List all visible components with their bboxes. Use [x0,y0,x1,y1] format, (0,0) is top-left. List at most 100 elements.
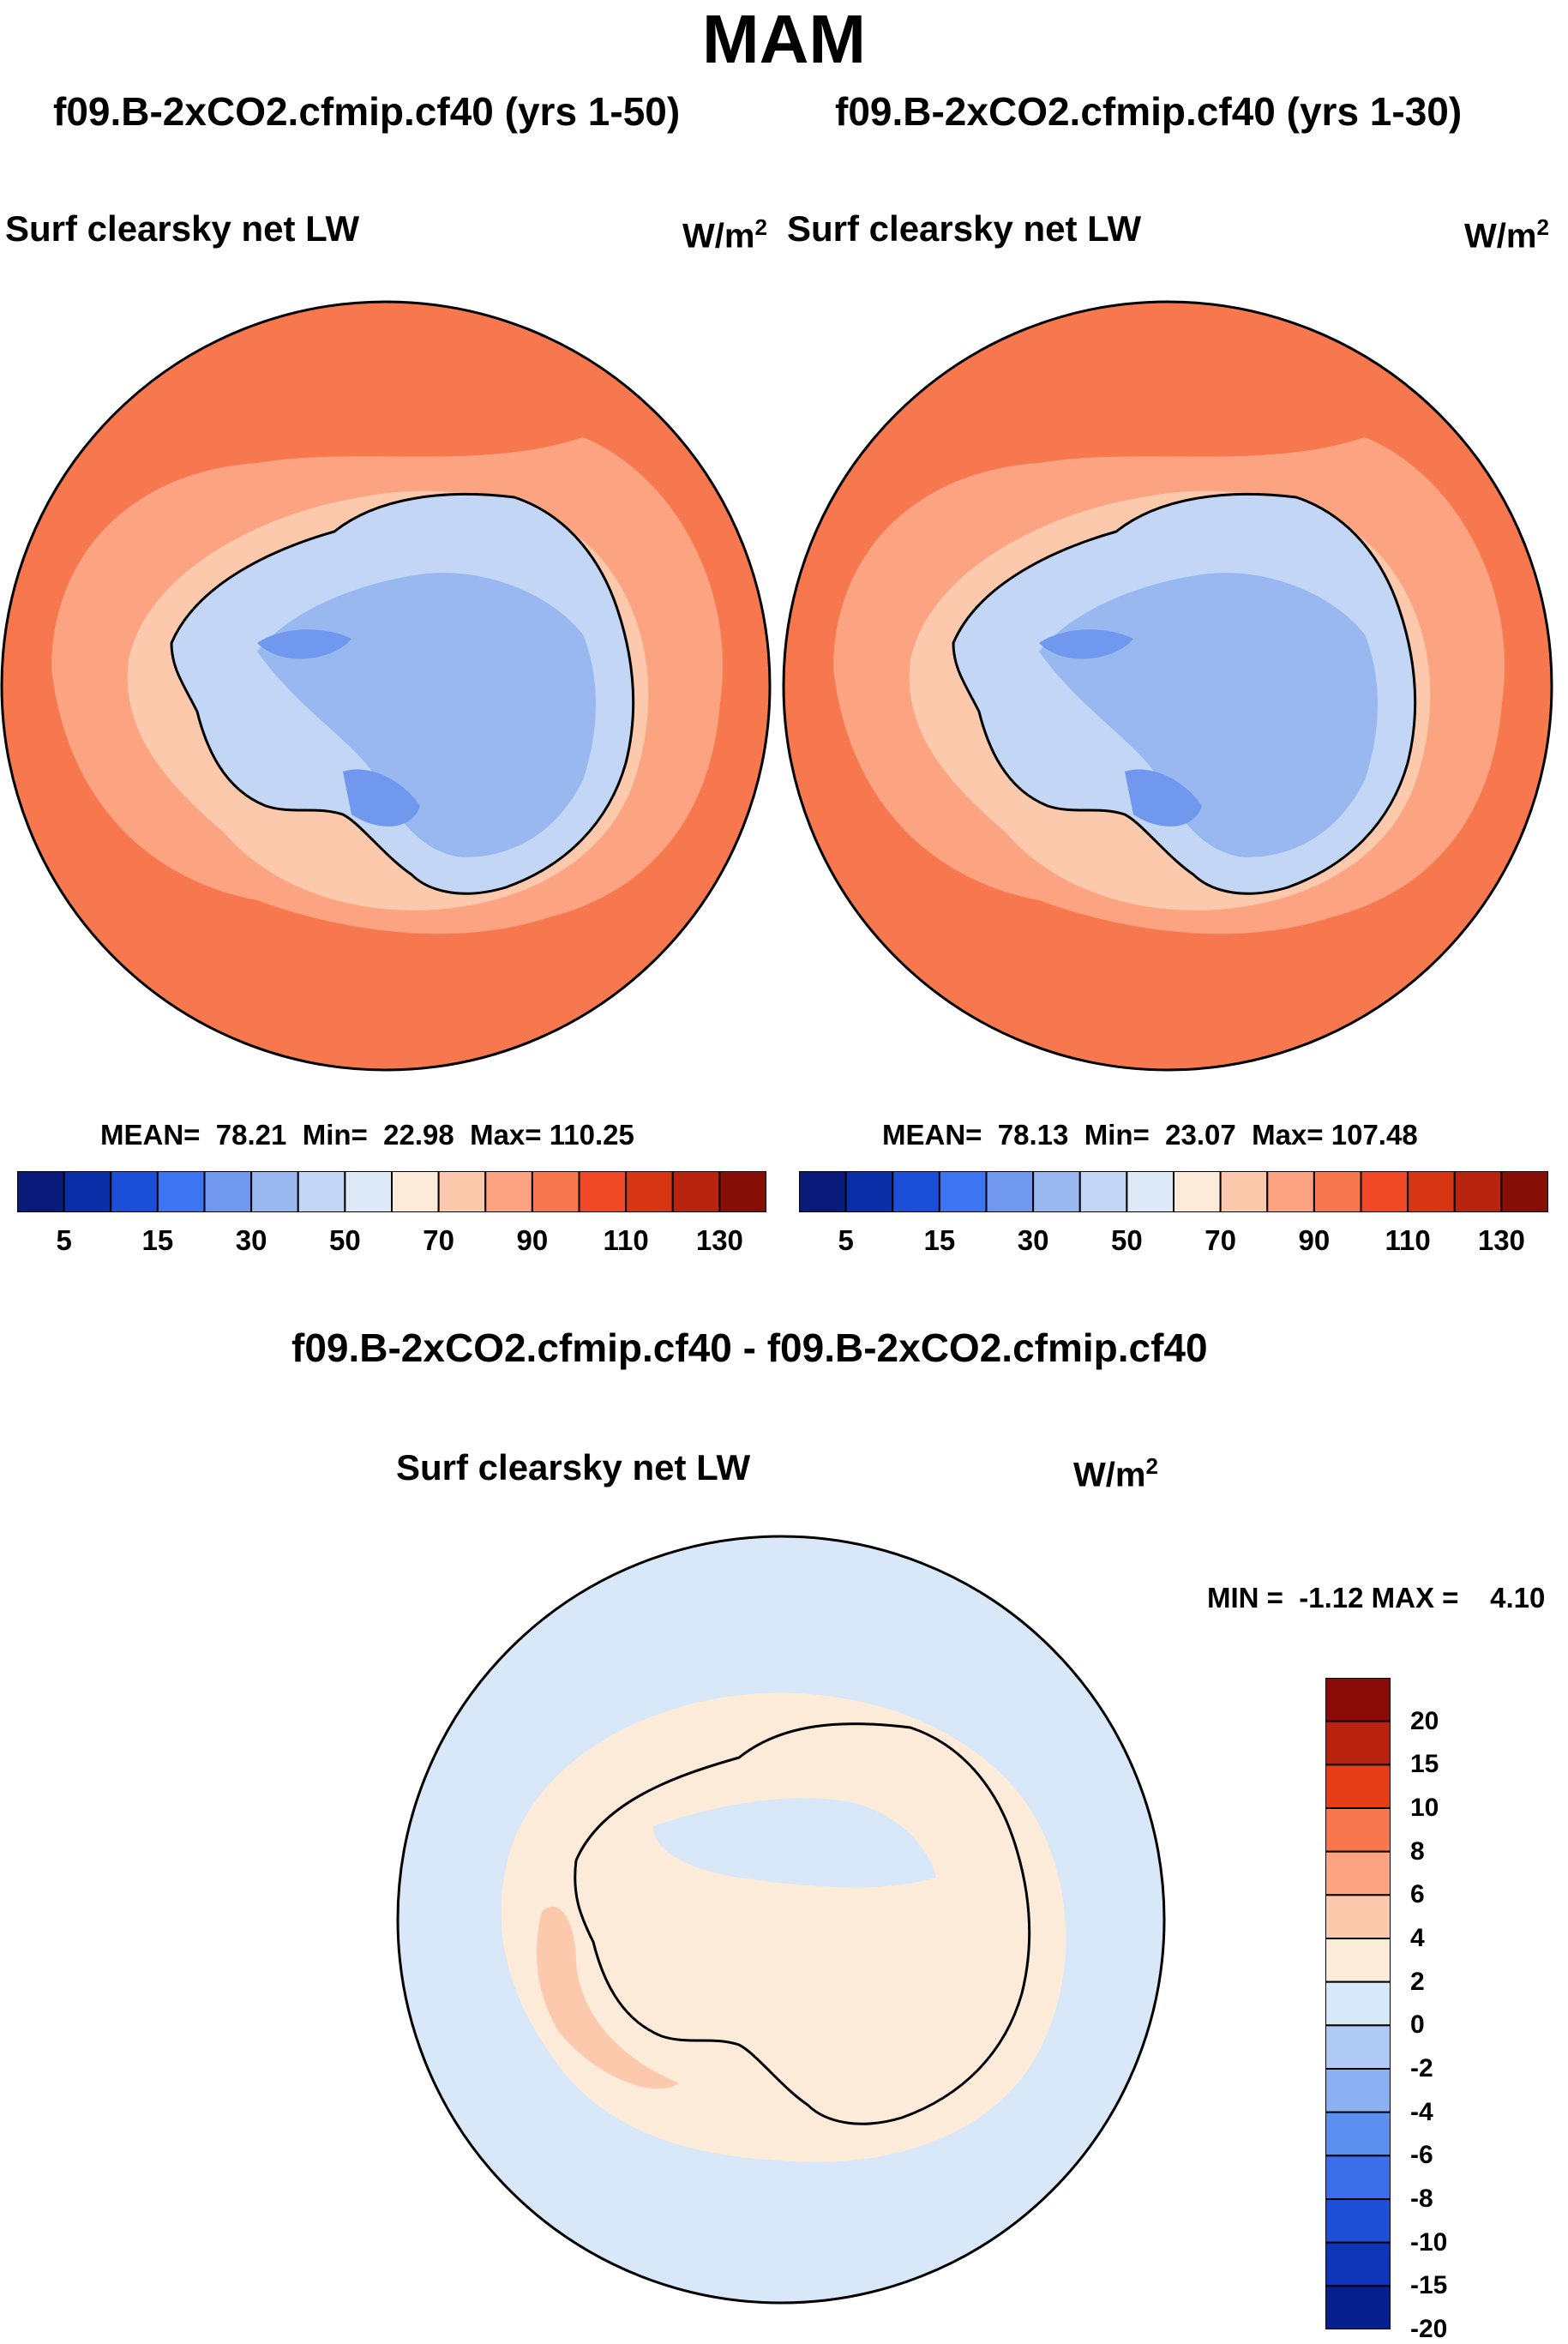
colorbar-swatch [1325,1764,1391,1810]
colorbar-swatch [1407,1171,1456,1212]
colorbar-swatch [1219,1171,1269,1212]
colorbar-tick-label: 8 [1410,1836,1425,1866]
colorbar-swatch [1173,1171,1222,1212]
left-stats: MEAN= 78.21 Min= 22.98 Max= 110.25 [100,1119,634,1151]
colorbar-tick-label: 2 [1410,1967,1425,1996]
colorbar-tick-label: 70 [423,1224,454,1256]
colorbar-swatch [1453,1171,1503,1212]
colorbar-tick-label: 0 [1410,2010,1425,2040]
colorbar-tick-label: 110 [603,1224,649,1256]
colorbar-tick-label: -15 [1410,2271,1448,2300]
colorbar-tick-label: 130 [695,1224,743,1256]
colorbar-swatch [1325,1894,1391,1939]
colorbar-swatch [1325,2024,1391,2071]
colorbar-swatch [938,1171,988,1212]
colorbar-tick-label: 5 [838,1224,854,1256]
colorbar-tick-label: 110 [1385,1224,1431,1256]
colorbar-swatch [17,1171,65,1212]
colorbar-tick-label: 15 [1410,1750,1439,1779]
diff-polar-map [396,1535,1166,2305]
right-stats: MEAN= 78.13 Min= 23.07 Max= 107.48 [882,1119,1418,1151]
diff-units-label: W/m2 [1073,1453,1158,1494]
colorbar-swatch [156,1171,206,1212]
right-colorbar-ticks: 5 15 30 50 70 90 110 130 [799,1224,1548,1259]
right-polar-map [782,300,1553,1072]
colorbar-swatch [1325,2155,1391,2200]
colorbar-tick-label: -2 [1410,2054,1433,2083]
ross-sea-low [1125,769,1202,826]
colorbar-swatch [625,1171,674,1212]
colorbar-swatch [1032,1171,1081,1212]
left-variable-label: Surf clearsky net LW [5,208,360,249]
colorbar-swatch [1325,1850,1391,1896]
colorbar-swatch [1078,1171,1128,1212]
colorbar-swatch [799,1171,847,1212]
colorbar-tick-label: 4 [1410,1924,1425,1952]
colorbar-tick-label: -6 [1410,2141,1433,2170]
peninsula-positive [537,1906,679,2089]
colorbar-tick-label: 5 [56,1224,72,1256]
colorbar-swatch [1325,1678,1391,1722]
colorbar-tick-label: -4 [1410,2097,1433,2126]
right-colorbar [799,1171,1548,1212]
colorbar-swatch [985,1171,1035,1212]
colorbar-swatch [1325,2111,1391,2157]
colorbar-swatch [671,1171,721,1212]
colorbar-swatch [718,1171,766,1212]
colorbar-swatch [844,1171,894,1212]
colorbar-swatch [391,1171,440,1212]
plateau-negative-patch [653,1798,936,1888]
colorbar-swatch [484,1171,533,1212]
colorbar-tick-label: 90 [1298,1224,1331,1256]
colorbar-swatch [1360,1171,1409,1212]
colorbar-swatch [578,1171,628,1212]
colorbar-swatch [1325,1720,1391,1766]
diff-colorbar-ticks: 20 15 10 8 6 4 2 0 -2 -4 -6 -8 -10 -15 -20 [1410,1678,1513,2343]
colorbar-tick-label: 90 [516,1224,549,1256]
colorbar-tick-label: -20 [1410,2315,1448,2343]
ross-sea-low [343,769,420,826]
colorbar-tick-label: 70 [1205,1224,1236,1256]
colorbar-swatch [63,1171,112,1212]
colorbar-tick-label: 30 [235,1224,267,1256]
colorbar-tick-label: 130 [1477,1224,1525,1256]
colorbar-swatch [1325,1807,1391,1853]
diff-minmax: MIN = -1.12 MAX = 4.10 [1207,1582,1546,1614]
right-variable-label: Surf clearsky net LW [787,208,1142,249]
colorbar-swatch [531,1171,580,1212]
colorbar-swatch [1500,1171,1548,1212]
colorbar-swatch [1266,1171,1315,1212]
colorbar-swatch [1325,1938,1391,1983]
colorbar-swatch [892,1171,940,1212]
colorbar-tick-label: 10 [1410,1794,1439,1822]
colorbar-tick-label: 20 [1410,1706,1439,1735]
colorbar-swatch [1325,2198,1391,2244]
left-colorbar [17,1171,766,1212]
left-colorbar-ticks: 5 15 30 50 70 90 110 130 [17,1224,766,1259]
left-polar-map [0,300,772,1072]
colorbar-swatch [297,1171,346,1212]
colorbar-swatch [1126,1171,1174,1212]
colorbar-tick-label: 6 [1410,1880,1425,1909]
right-units-label: W/m2 [1464,214,1549,255]
colorbar-swatch [250,1171,299,1212]
left-units-label: W/m2 [682,214,767,255]
colorbar-swatch [437,1171,487,1212]
page-title: MAM [701,1,867,77]
colorbar-swatch [1325,2068,1391,2113]
colorbar-swatch [1325,1980,1391,2027]
right-case-title: f09.B-2xCO2.cfmip.cf40 (yrs 1-30) [835,89,1463,134]
colorbar-swatch [203,1171,253,1212]
colorbar-swatch [1325,2241,1391,2287]
diff-variable-label: Surf clearsky net LW [396,1447,751,1488]
colorbar-swatch [1313,1171,1362,1212]
weddell-low [1039,629,1133,659]
left-case-title: f09.B-2xCO2.cfmip.cf40 (yrs 1-50) [53,89,681,134]
weddell-low [257,629,351,659]
colorbar-tick-label: 30 [1017,1224,1049,1256]
colorbar-tick-label: 15 [141,1224,174,1256]
colorbar-tick-label: 15 [923,1224,956,1256]
diff-case-title: f09.B-2xCO2.cfmip.cf40 - f09.B-2xCO2.cfm… [291,1325,1208,1370]
diff-colorbar [1325,1678,1391,2329]
colorbar-tick-label: 50 [1111,1224,1143,1256]
